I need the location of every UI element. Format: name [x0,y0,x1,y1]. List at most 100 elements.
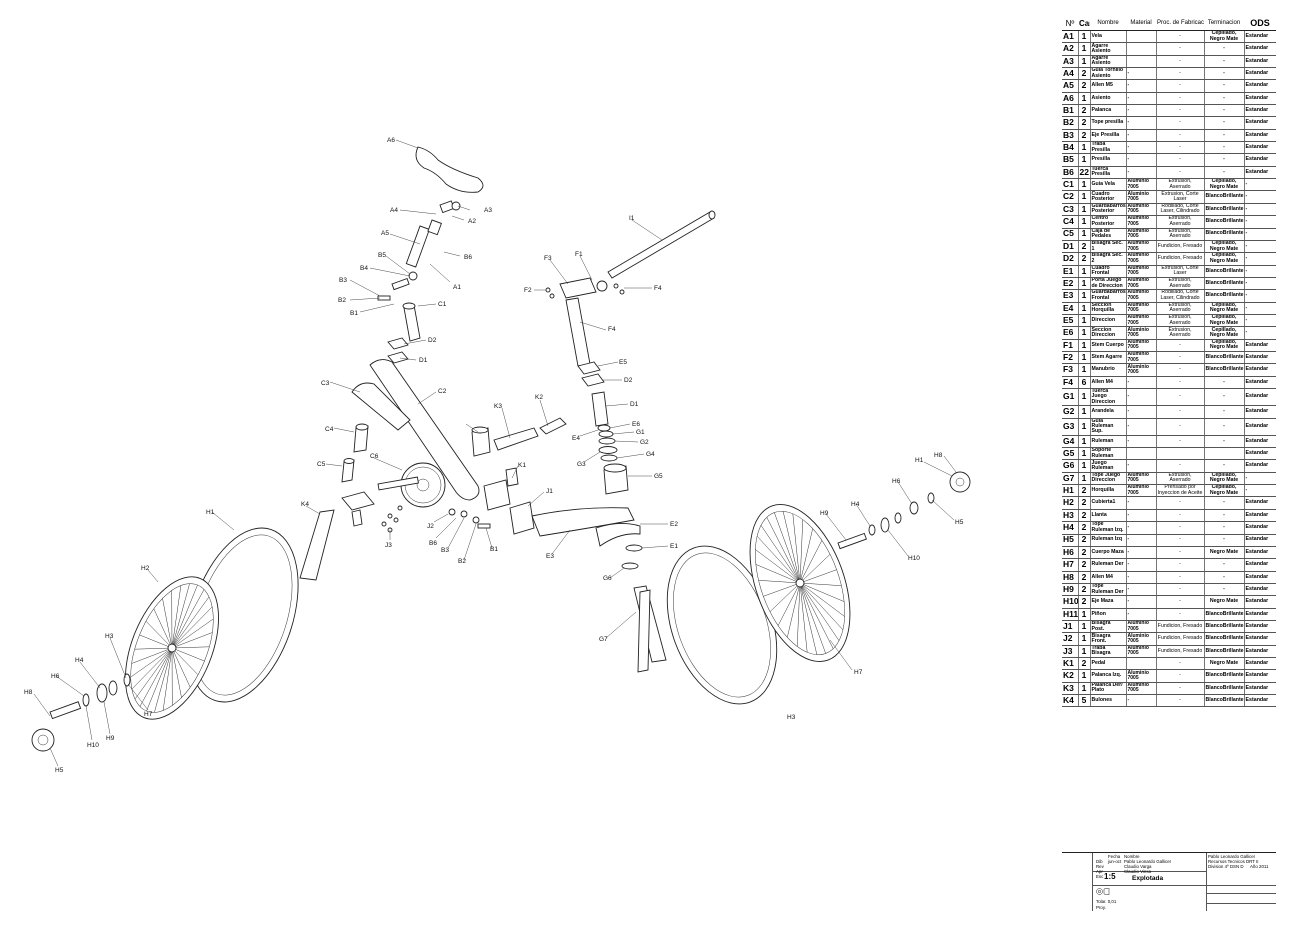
hinge-front-d [577,361,605,387]
bom-cell-name: Juego Ruleman [1089,459,1126,473]
spoke [799,582,842,586]
callout-label: G7 [599,636,608,643]
bom-cell-name: Stem Cuerpo [1089,339,1126,352]
bom-row: H8 2 Allen M4- - - Estandar [1062,571,1276,584]
bom-cell-material: - [1125,129,1156,143]
callout-label: H1 [206,509,215,516]
bom-cell-material: Aluminio 7005 [1125,240,1156,254]
bom-cell-number: G2 [1062,405,1078,419]
bom-cell-finish: - [1203,388,1244,407]
bom-cell-number: H3 [1062,509,1078,523]
bom-cell-name: Caja de Pedales [1089,228,1126,241]
spoke [171,618,214,649]
bom-cell-process: Extrusion, Aserrado [1155,472,1204,486]
spoke [787,582,801,638]
bom-row: A6 1 Asiento - - - Estandar [1062,92,1276,106]
bom-cell-process: - [1155,141,1204,155]
bom-cell-quantity: 1 [1077,351,1090,365]
bom-row: K1 2 Pedal - Negro Mate Estandar [1062,657,1276,671]
bom-cell-number: E2 [1062,277,1078,291]
bom-cell-name: Palanca [1089,104,1126,118]
part-callout-labels: A6 A3 A4 A2 A5 B6 B5 A1 B4 B3 B2 B1 C1 D… [24,137,964,774]
bom-row: C4 1 Centro Posterior Aluminio 7005 Extrusio… [1062,215,1276,229]
front-fork-h1 [633,585,667,673]
bom-cell-material: - [1125,153,1156,167]
callout-label: E2 [670,521,678,528]
bom-cell-process: Fundicion, Fresado [1155,620,1204,634]
bom-cell-ods: Estandar [1243,657,1276,671]
bom-cell-ods: - [1243,265,1276,278]
bom-cell-name: Palanca Izq. [1089,669,1126,683]
callout-label: B1 [350,310,358,317]
bom-cell-quantity: 1 [1077,302,1090,315]
spoke [171,596,210,649]
bom-cell-ods: Estandar [1243,608,1276,621]
bom-cell-name: Traba Presilla [1089,141,1126,155]
bom-cell-process: Extrusion, Aserrado [1155,228,1204,241]
bom-cell-number: E6 [1062,326,1078,340]
bom-cell-number: K4 [1062,694,1078,708]
bom-cell-name: Palanca Der/ Plato [1089,682,1126,695]
callout-label: B1 [490,546,498,553]
callout-label: C3 [321,380,330,387]
header-quantity: Cant [1078,16,1090,31]
bom-cell-finish: BlancoBrillante [1203,363,1244,377]
bom-cell-process: - [1155,595,1204,609]
bom-row: G6 1 Juego Ruleman - - - Estandar [1062,459,1276,473]
spoke [171,647,191,688]
bom-cell-name: Bisagra Sec. 1 [1089,240,1126,254]
spoke [171,647,199,675]
bom-cell-ods: Estandar [1243,595,1276,609]
bom-cell-process: Fundicion, Fresado [1155,240,1204,254]
tb-rev: Rev [1096,864,1104,869]
tb-dib-fecha: jun-oct [1108,859,1122,864]
bom-cell-name: Llanta [1089,509,1126,523]
bom-cell-number: A5 [1062,79,1078,93]
bom-cell-quantity: 1 [1077,277,1090,291]
bom-cell-finish: - [1203,509,1244,523]
bom-cell-number: G6 [1062,459,1078,473]
bom-cell-material: - [1125,571,1156,584]
bom-row: H4 2 Tope Ruleman Izq. - - - Estandar [1062,521,1276,535]
bom-cell-finish: Cepillado, Negro Mate [1203,339,1244,352]
callout-label: D1 [630,401,639,408]
bom-cell-number: B1 [1062,104,1078,118]
bom-cell-finish: Cepillado, Negro Mate [1203,302,1244,315]
bom-cell-process: - [1155,363,1204,377]
bom-cell-name: Bisagra Post. [1089,620,1126,634]
bom-cell-quantity: 2 [1077,79,1090,93]
bom-header-row: Nº Cant Nombre Material Proc. de Fabrica… [1062,16,1276,31]
bom-cell-quantity: 1 [1077,265,1090,278]
bom-cell-finish: - [1203,405,1244,419]
spoke [763,582,801,597]
callout-label: G4 [646,451,655,458]
bom-cell-number: H5 [1062,534,1078,547]
title-block: Dib Rev Apr Esc Fecha Nombre jun-oct Pab… [1062,852,1276,911]
bom-cell-quantity: 1 [1077,55,1090,69]
callout-label: E3 [546,553,554,560]
bill-of-materials: Nº Cant Nombre Material Proc. de Fabrica… [1062,16,1276,708]
bom-row: K4 5 Bulones - - BlancoBrillante Estandar [1062,694,1276,708]
bom-cell-quantity: 2 [1077,484,1090,498]
header-material: Material [1126,16,1156,31]
bom-cell-ods: Estandar [1243,79,1276,93]
bom-cell-finish: Negro Mate [1203,595,1244,609]
bom-cell-ods: - [1243,240,1276,254]
bom-row: G1 1 Tuerca Juego Direccion - - - Estandar [1062,388,1276,407]
bom-cell-ods: Estandar [1243,509,1276,523]
rear-rim-h3 [125,576,219,720]
bom-cell-quantity: 5 [1077,694,1090,708]
bom-cell-finish: Negro Mate [1203,657,1244,671]
bom-cell-material: - [1125,376,1156,389]
bom-cell-process: - [1155,694,1204,708]
bom-cell-ods: Estandar [1243,694,1276,708]
bom-cell-name: Vela [1089,30,1126,44]
bom-cell-name: Guardabarros Posterior [1089,203,1126,217]
bom-cell-ods: Estandar [1243,571,1276,584]
callout-label: H3 [787,714,796,721]
bom-cell-material: - [1125,496,1156,510]
bom-cell-ods: Estandar [1243,620,1276,634]
bom-cell-finish: - [1203,116,1244,130]
bom-cell-name: Porta Juego de Direccion [1089,277,1126,291]
bom-row: K3 1 Palanca Der/ Plato Aluminio 7005- Blanc… [1062,682,1276,695]
